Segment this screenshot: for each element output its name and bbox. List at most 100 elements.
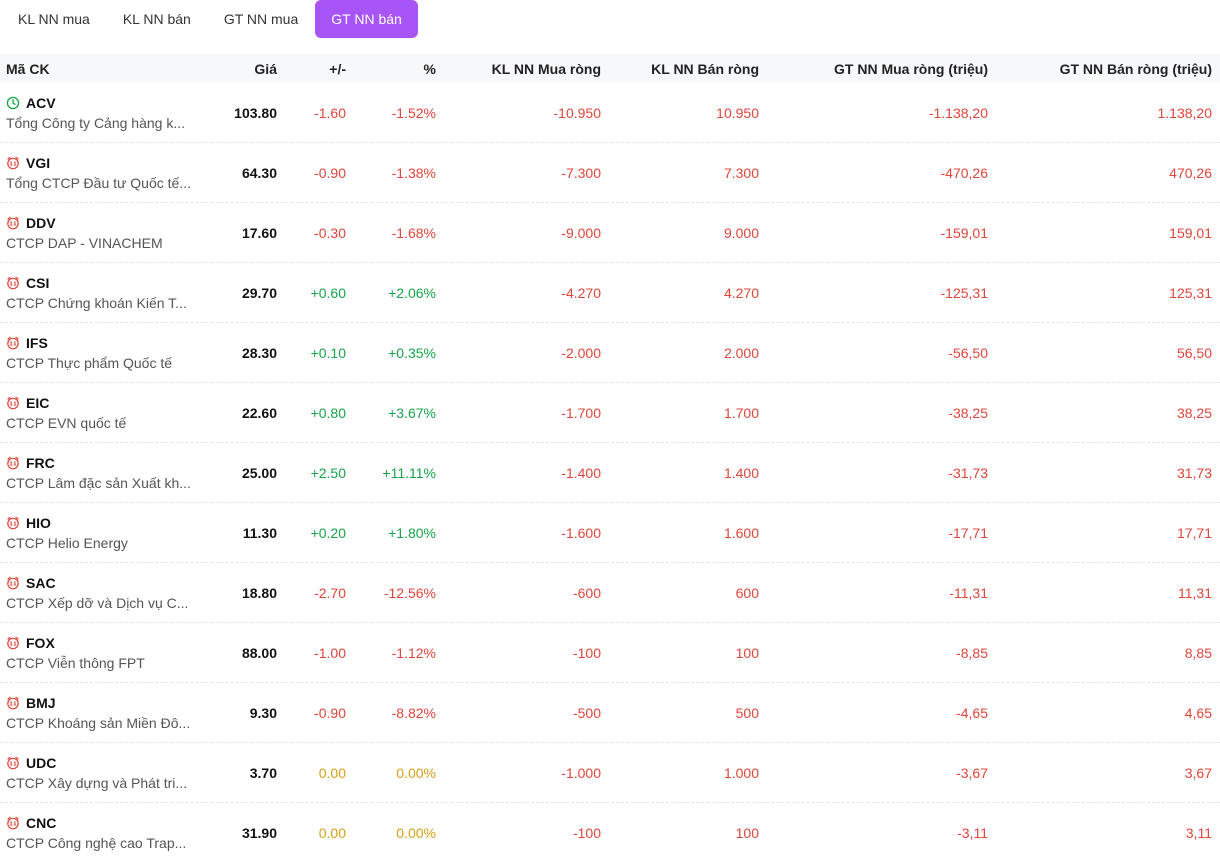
percent-cell: +0.35% [388, 345, 436, 361]
company-name: CTCP Xây dựng và Phát tri... [6, 775, 188, 791]
kl-buy-cell: -1.400 [561, 465, 601, 481]
stock-cell[interactable]: 11 DDV CTCP DAP - VINACHEM [6, 213, 206, 251]
stock-cell[interactable]: 11 SAC CTCP Xếp dỡ và Dịch vụ C... [6, 573, 206, 611]
table-row[interactable]: 11 FOX CTCP Viễn thông FPT 88.00 -1.00 -1.12%… [0, 623, 1220, 683]
stock-symbol[interactable]: 11 IFS [6, 333, 206, 353]
stock-code[interactable]: SAC [26, 575, 56, 591]
change-cell: 0.00 [318, 825, 346, 841]
stock-symbol[interactable]: 11 CSI [6, 273, 206, 293]
gt-sell-cell: 17,71 [1176, 525, 1212, 541]
tab-gt-nn-mua[interactable]: GT NN mua [223, 11, 299, 27]
header-kl-buy[interactable]: KL NN Mua ròng [491, 61, 601, 77]
stock-code[interactable]: EIC [26, 395, 50, 411]
stock-code[interactable]: VGI [26, 155, 51, 171]
table-row[interactable]: 11 CNC CTCP Công nghệ cao Trap... 31.90 0.00… [0, 803, 1220, 858]
stock-code[interactable]: UDC [26, 755, 57, 771]
alarm-icon: 11 [6, 696, 20, 710]
stock-cell[interactable]: 11 UDC CTCP Xây dựng và Phát tri... [6, 753, 206, 791]
header-gt-buy[interactable]: GT NN Mua ròng (triệu) [834, 61, 988, 77]
table-row[interactable]: 11 FRC CTCP Lâm đặc sản Xuất kh... 25.00 +2.… [0, 443, 1220, 503]
stock-code[interactable]: CNC [26, 815, 57, 831]
stock-code[interactable]: FRC [26, 455, 55, 471]
header-change[interactable]: +/- [329, 61, 346, 77]
price-cell: 18.80 [241, 585, 277, 601]
gt-sell-cell: 125,31 [1169, 285, 1212, 301]
stock-symbol[interactable]: 11 HIO [6, 513, 206, 533]
kl-sell-cell: 600 [735, 585, 759, 601]
svg-text:11: 11 [9, 462, 17, 468]
stock-code[interactable]: HIO [26, 515, 51, 531]
table-row[interactable]: 11 SAC CTCP Xếp dỡ và Dịch vụ C... 18.80 -2.… [0, 563, 1220, 623]
kl-buy-cell: -1.600 [561, 525, 601, 541]
stock-cell[interactable]: 11 FRC CTCP Lâm đặc sản Xuất kh... [6, 453, 206, 491]
stock-symbol[interactable]: 11 BMJ [6, 693, 206, 713]
tab-kl-nn-ban[interactable]: KL NN bán [122, 11, 191, 27]
alarm-icon: 11 [6, 216, 20, 230]
kl-buy-cell: -2.000 [561, 345, 601, 361]
company-name: CTCP Helio Energy [6, 535, 128, 551]
header-kl-sell[interactable]: KL NN Bán ròng [651, 61, 759, 77]
stock-symbol[interactable]: 11 DDV [6, 213, 206, 233]
stock-symbol[interactable]: 11 FOX [6, 633, 206, 653]
stock-code[interactable]: BMJ [26, 695, 56, 711]
price-cell: 28.30 [241, 345, 277, 361]
price-cell: 9.30 [249, 705, 277, 721]
stock-symbol[interactable]: 11 SAC [6, 573, 206, 593]
table-row[interactable]: 11 HIO CTCP Helio Energy 11.30 +0.20 +1.80% -1… [0, 503, 1220, 563]
stock-symbol[interactable]: 11 CNC [6, 813, 206, 833]
stock-cell[interactable]: 11 CSI CTCP Chứng khoán Kiến T... [6, 273, 206, 311]
table-row[interactable]: ACV Tổng Công ty Cảng hàng k... 103.80 -1.6… [0, 83, 1220, 143]
table-row[interactable]: 11 DDV CTCP DAP - VINACHEM 17.60 -0.30 -1.68%… [0, 203, 1220, 263]
stock-cell[interactable]: 11 EIC CTCP EVN quốc tế [6, 393, 206, 431]
stock-cell[interactable]: 11 BMJ CTCP Khoáng sản Miền Đô... [6, 693, 206, 731]
table-row[interactable]: 11 VGI Tổng CTCP Đầu tư Quốc tế... 64.30 -0.… [0, 143, 1220, 203]
company-name: CTCP Xếp dỡ và Dịch vụ C... [6, 595, 189, 611]
kl-sell-cell: 100 [735, 645, 759, 661]
stock-cell[interactable]: 11 VGI Tổng CTCP Đầu tư Quốc tế... [6, 153, 206, 191]
header-code[interactable]: Mã CK [6, 61, 50, 77]
tab-kl-nn-mua[interactable]: KL NN mua [18, 11, 90, 27]
header-price[interactable]: Giá [254, 61, 277, 77]
kl-buy-cell: -9.000 [561, 225, 601, 241]
header-percent[interactable]: % [423, 61, 436, 77]
gt-sell-cell: 159,01 [1169, 225, 1212, 241]
gt-buy-cell: -38,25 [948, 405, 988, 421]
stock-cell[interactable]: 11 FOX CTCP Viễn thông FPT [6, 633, 206, 671]
kl-sell-cell: 4.270 [723, 285, 759, 301]
alarm-icon: 11 [6, 636, 20, 650]
gt-buy-cell: -3,67 [956, 765, 988, 781]
svg-text:11: 11 [9, 162, 17, 168]
table-row[interactable]: 11 EIC CTCP EVN quốc tế 22.60 +0.80 +3.67% -1.… [0, 383, 1220, 443]
alarm-icon: 11 [6, 516, 20, 530]
table-row[interactable]: 11 UDC CTCP Xây dựng và Phát tri... 3.70 0.0… [0, 743, 1220, 803]
header-gt-sell[interactable]: GT NN Bán ròng (triệu) [1059, 61, 1212, 77]
company-name: CTCP DAP - VINACHEM [6, 235, 163, 251]
kl-buy-cell: -1.700 [561, 405, 601, 421]
change-cell: -1.00 [314, 645, 346, 661]
table-row[interactable]: 11 BMJ CTCP Khoáng sản Miền Đô... 9.30 -0.90… [0, 683, 1220, 743]
stock-symbol[interactable]: 11 FRC [6, 453, 206, 473]
stock-symbol[interactable]: ACV [6, 93, 206, 113]
stock-cell[interactable]: 11 CNC CTCP Công nghệ cao Trap... [6, 813, 206, 851]
price-cell: 22.60 [241, 405, 277, 421]
stock-symbol[interactable]: 11 VGI [6, 153, 206, 173]
tab-gt-nn-ban[interactable]: GT NN bán [315, 0, 418, 38]
table-row[interactable]: 11 IFS CTCP Thực phẩm Quốc tế 28.30 +0.10 +0.… [0, 323, 1220, 383]
stock-cell[interactable]: 11 HIO CTCP Helio Energy [6, 513, 206, 551]
company-name: CTCP Chứng khoán Kiến T... [6, 295, 187, 311]
stock-code[interactable]: IFS [26, 335, 48, 351]
stock-code[interactable]: CSI [26, 275, 50, 291]
stock-cell[interactable]: ACV Tổng Công ty Cảng hàng k... [6, 93, 206, 131]
stock-cell[interactable]: 11 IFS CTCP Thực phẩm Quốc tế [6, 333, 206, 371]
table-row[interactable]: 11 CSI CTCP Chứng khoán Kiến T... 29.70 +0.6… [0, 263, 1220, 323]
stock-symbol[interactable]: 11 UDC [6, 753, 206, 773]
gt-buy-cell: -1.138,20 [928, 105, 988, 121]
percent-cell: -12.56% [383, 585, 436, 601]
stock-code[interactable]: ACV [26, 95, 56, 111]
stock-code[interactable]: DDV [26, 215, 56, 231]
stock-code[interactable]: FOX [26, 635, 55, 651]
stock-symbol[interactable]: 11 EIC [6, 393, 206, 413]
company-name: CTCP Viễn thông FPT [6, 655, 145, 671]
change-cell: -0.90 [314, 165, 346, 181]
company-name: CTCP Công nghệ cao Trap... [6, 835, 187, 851]
